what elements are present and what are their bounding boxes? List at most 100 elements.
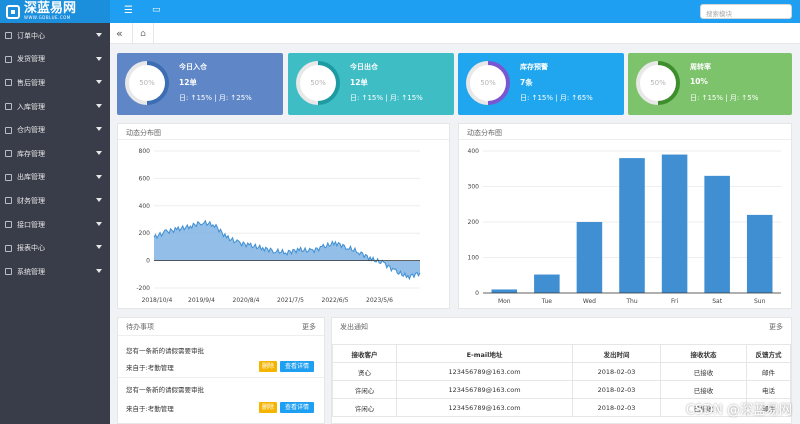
sidebar-item-label: 系统管理: [17, 267, 45, 276]
table-cell: 已接收: [660, 380, 747, 399]
card-stats: 日: ↑15% | 月: ↑5%: [690, 94, 759, 102]
caret-down-icon: [96, 198, 102, 203]
table-cell: 123456789@163.com: [396, 398, 573, 417]
chevron-double-left-icon[interactable]: «: [116, 27, 123, 40]
y-tick-label: 0: [146, 258, 150, 265]
caret-down-icon: [96, 245, 102, 250]
sidebar: 订单中心 发货管理 售后管理 入库管理 仓内管理 库存管理 出库管理 财务管理 …: [0, 23, 110, 424]
x-tick-label: Sun: [754, 298, 766, 305]
ring-label: 50%: [640, 65, 676, 101]
card-title: 周转率: [690, 63, 711, 71]
sidebar-item-warehouse[interactable]: 仓内管理: [0, 118, 110, 142]
notice-panel: 发出通知 更多 接收客户 E-mail地址 发出时间 接收状态 反馈方式 贤心 …: [331, 317, 792, 424]
card-value: 7条: [520, 78, 533, 87]
caret-down-icon: [96, 56, 102, 61]
todo-more-link[interactable]: 更多: [302, 323, 316, 331]
progress-ring: 50%: [125, 61, 169, 105]
month-stat: 月: ↑65%: [559, 94, 593, 102]
x-tick-label: 2021/7/5: [277, 297, 304, 304]
table-header-row: 接收客户 E-mail地址 发出时间 接收状态 反馈方式: [332, 344, 791, 363]
stat-card-inbound-today: 50% 今日入仓 12单 日: ↑15% | 月: ↑25%: [117, 53, 283, 115]
todo-source: 来自于:考勤管理: [126, 364, 174, 372]
x-tick-label: Thu: [625, 298, 637, 305]
shipping-icon: [5, 55, 12, 63]
notice-table: 接收客户 E-mail地址 发出时间 接收状态 反馈方式 贤心 12345678…: [332, 344, 791, 417]
table-cell: 许闲心: [332, 398, 397, 417]
table-cell: 电话: [746, 380, 791, 399]
x-tick-label: 2023/5/6: [366, 297, 393, 304]
search-input[interactable]: 搜索模块: [700, 4, 792, 19]
caret-down-icon: [96, 80, 102, 85]
warehouse-icon: [5, 126, 12, 134]
card-stats: 日: ↑15% | 月: ↑25%: [179, 94, 252, 102]
sidebar-item-label: 订单中心: [17, 31, 45, 40]
progress-ring: 50%: [466, 61, 510, 105]
top-bar: 深蓝易网 WWW.GDBLUE.COM ☰ ▭ 搜索模块: [0, 0, 800, 23]
sidebar-item-interface[interactable]: 接口管理: [0, 213, 110, 237]
card-stats: 日: ↑15% | 月: ↑65%: [520, 94, 593, 102]
sidebar-item-aftersale[interactable]: 售后管理: [0, 71, 110, 95]
stat-card-outbound-today: 50% 今日出仓 12单 日: ↑15% | 月: ↑15%: [288, 53, 454, 115]
table-cell: 123456789@163.com: [396, 362, 573, 381]
interface-icon: [5, 221, 12, 229]
y-tick-label: 400: [139, 203, 151, 210]
todo-delete-button[interactable]: 删除: [259, 361, 277, 372]
y-tick-label: 200: [468, 219, 480, 226]
day-stat: 日: ↑15%: [690, 94, 724, 102]
x-tick-label: 2022/6/5: [322, 297, 349, 304]
caret-down-icon: [96, 221, 102, 226]
finance-icon: [5, 197, 12, 205]
sidebar-item-label: 仓内管理: [17, 126, 45, 135]
sidebar-item-finance[interactable]: 财务管理: [0, 189, 110, 213]
caret-down-icon: [96, 150, 102, 155]
bar: [491, 289, 518, 293]
y-tick-label: 200: [139, 230, 151, 237]
sidebar-item-reports[interactable]: 报表中心: [0, 236, 110, 260]
sidebar-item-shipping[interactable]: 发货管理: [0, 48, 110, 72]
todo-view-button[interactable]: 查看详情: [280, 361, 314, 372]
logo[interactable]: 深蓝易网 WWW.GDBLUE.COM: [0, 0, 110, 23]
sidebar-item-label: 发货管理: [17, 55, 45, 64]
todo-source: 来自于:考勤管理: [126, 405, 174, 413]
notice-more-link[interactable]: 更多: [769, 323, 783, 331]
sidebar-item-orders[interactable]: 订单中心: [0, 24, 110, 48]
sidebar-item-inventory[interactable]: 库存管理: [0, 142, 110, 166]
window-icon[interactable]: ▭: [152, 5, 161, 15]
todo-view-button[interactable]: 查看详情: [280, 402, 314, 413]
todo-panel: 待办事项 更多 您有一条新的请假需要审批 来自于:考勤管理 删除 查看详情 您有…: [117, 317, 325, 424]
x-tick-label: 2018/10/4: [142, 297, 173, 304]
table-row: 贤心 123456789@163.com 2018-02-03 已接收 邮件: [332, 362, 791, 381]
day-stat: 日: ↑15%: [179, 94, 213, 102]
sidebar-item-label: 出库管理: [17, 173, 45, 182]
sidebar-item-outbound[interactable]: 出库管理: [0, 166, 110, 190]
tab-home[interactable]: ⌂: [132, 23, 154, 44]
sidebar-item-system[interactable]: 系统管理: [0, 260, 110, 284]
month-stat: 月: ↑25%: [218, 94, 252, 102]
day-stat: 日: ↑15%: [520, 94, 554, 102]
x-tick-label: Sat: [712, 298, 722, 305]
bar-chart: 0 100 200 300 400 Mon Tue Wed Thu Fri Sat Sun: [468, 148, 781, 305]
aftersale-icon: [5, 79, 12, 87]
menu-toggle-icon[interactable]: ☰: [124, 5, 133, 16]
x-tick-label: Mon: [498, 298, 511, 305]
logo-icon: [6, 4, 20, 19]
watermark: CSDN @深蓝易网: [685, 403, 792, 418]
table-cell: 123456789@163.com: [396, 380, 573, 399]
bar-chart-panel: 动态分布图 0 100 200 300 400 Mon Tue Wed Thu Fri Sat Sun: [458, 123, 792, 309]
card-title: 库存预警: [520, 63, 548, 71]
bar: [576, 222, 603, 293]
day-stat: 日: ↑15%: [350, 94, 384, 102]
area-chart: -200 0 200 400 600 800 2018/10/4 2019/9/4 2020/8…: [136, 148, 421, 304]
column-header: 发出时间: [572, 344, 661, 363]
table-cell: 许闲心: [332, 380, 397, 399]
panel-title: 发出通知: [340, 323, 368, 331]
panel-title: 动态分布图: [459, 124, 791, 140]
todo-delete-button[interactable]: 删除: [259, 402, 277, 413]
table-row: 许闲心 123456789@163.com 2018-02-03 已接收 邮件: [332, 398, 791, 417]
sidebar-item-inbound[interactable]: 入库管理: [0, 95, 110, 119]
system-icon: [5, 268, 12, 276]
ring-label: 50%: [470, 65, 506, 101]
x-tick-label: Wed: [583, 298, 596, 305]
outbound-icon: [5, 173, 12, 181]
caret-down-icon: [96, 33, 102, 37]
